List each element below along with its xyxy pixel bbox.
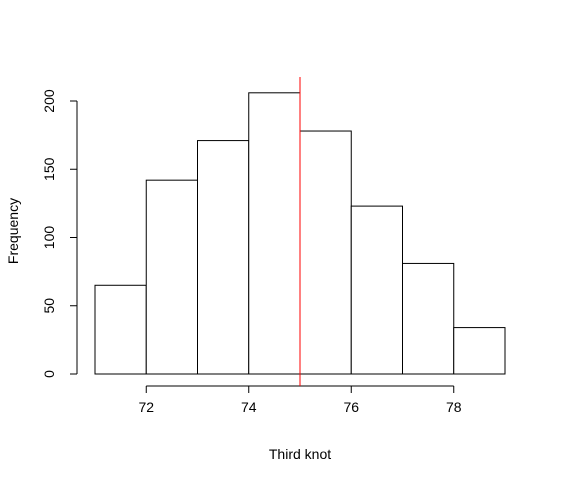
histogram-bar xyxy=(350,205,403,375)
y-tick-label: 150 xyxy=(41,157,57,181)
y-tick-label: 50 xyxy=(41,298,57,314)
histogram-bar xyxy=(248,92,301,375)
histogram-bar xyxy=(402,262,455,375)
y-tick-label: 100 xyxy=(41,226,57,250)
x-axis-title: Third knot xyxy=(269,446,331,462)
x-tick-label: 72 xyxy=(138,399,154,415)
histogram-bar xyxy=(453,327,506,375)
x-tick-label: 74 xyxy=(241,399,257,415)
histogram-bar xyxy=(145,179,198,375)
histogram-bar xyxy=(299,130,352,375)
histogram-bar xyxy=(197,140,250,375)
y-axis: 0 50 100 150 200 xyxy=(41,89,78,378)
x-tick-label: 76 xyxy=(343,399,359,415)
y-tick-label: 0 xyxy=(41,370,57,378)
y-axis-title: Frequency xyxy=(5,198,21,264)
y-tick-label: 200 xyxy=(41,89,57,113)
x-axis: 72 74 76 78 xyxy=(138,385,462,415)
x-tick-label: 78 xyxy=(446,399,462,415)
histogram-bar xyxy=(94,284,147,375)
histogram-bars xyxy=(94,92,506,375)
